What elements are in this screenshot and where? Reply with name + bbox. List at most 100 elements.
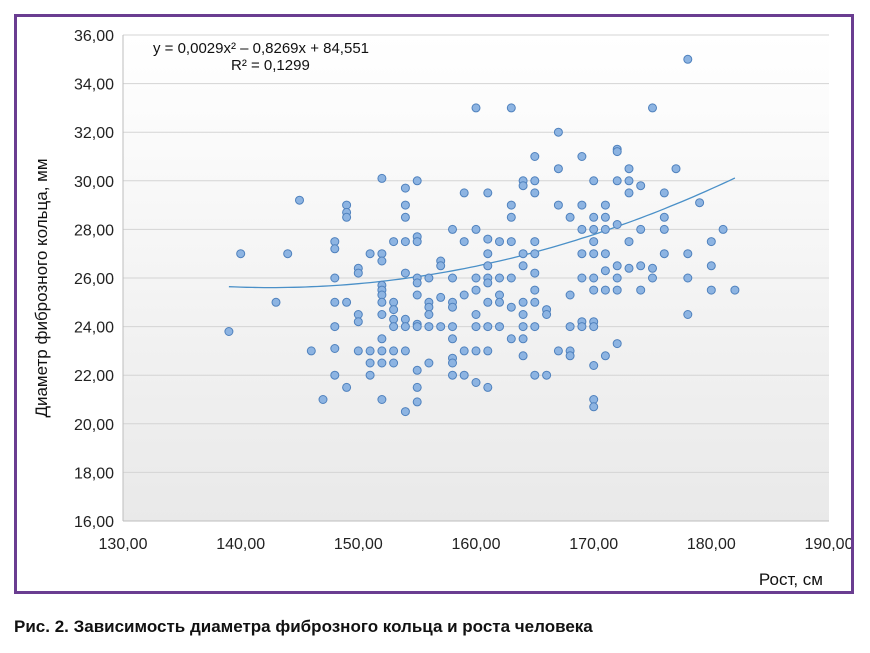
data-point: [436, 322, 446, 332]
data-point: [412, 365, 422, 375]
data-point: [342, 297, 352, 307]
data-point: [565, 322, 575, 332]
data-point: [483, 297, 493, 307]
data-point: [471, 224, 481, 234]
data-point: [471, 103, 481, 113]
r-squared-label: R² = 0,1299: [231, 57, 310, 74]
data-point: [448, 322, 457, 332]
y-tick-label: 22,00: [74, 368, 114, 385]
data-point: [400, 346, 410, 356]
data-point: [471, 273, 481, 283]
data-point: [577, 152, 587, 161]
data-point: [271, 297, 281, 307]
data-point: [448, 358, 457, 368]
data-point: [389, 237, 399, 247]
data-point: [353, 317, 363, 327]
data-point: [483, 278, 493, 288]
data-point: [471, 378, 481, 387]
data-point: [389, 346, 399, 356]
data-point: [706, 261, 716, 271]
data-point: [565, 212, 575, 222]
x-tick-label: 150,00: [334, 536, 383, 553]
data-point: [483, 382, 493, 392]
x-tick-label: 180,00: [687, 536, 736, 553]
data-point: [659, 188, 669, 198]
data-point: [600, 200, 610, 210]
x-tick-label: 170,00: [569, 536, 618, 553]
data-point: [636, 224, 646, 234]
data-point: [377, 310, 387, 319]
data-point: [624, 263, 634, 273]
data-point: [648, 263, 657, 273]
data-point: [600, 249, 610, 259]
y-axis-title: Диаметр фиброзного кольца, мм: [32, 158, 51, 417]
data-point: [530, 152, 540, 161]
data-point: [424, 358, 434, 368]
data-point: [400, 200, 410, 210]
data-point: [342, 212, 352, 222]
data-point: [377, 297, 387, 307]
y-tick-labels: 16,00 18,00 20,00 22,00 24,00 26,00 28,00 30,00…: [74, 28, 114, 531]
data-point: [612, 176, 622, 186]
data-point: [565, 351, 575, 361]
data-point: [389, 322, 399, 332]
data-point: [377, 346, 387, 356]
data-point: [236, 249, 246, 259]
y-tick-label: 20,00: [74, 417, 114, 434]
data-point: [224, 327, 234, 336]
y-tick-label: 32,00: [74, 125, 114, 142]
data-point: [400, 268, 410, 278]
data-point: [400, 237, 410, 247]
data-point: [589, 402, 599, 412]
y-tick-label: 28,00: [74, 222, 114, 239]
data-point: [659, 249, 669, 259]
data-point: [624, 237, 634, 247]
data-point: [577, 273, 587, 283]
data-point: [530, 268, 540, 278]
data-point: [518, 249, 528, 259]
data-point: [400, 407, 410, 417]
data-point: [389, 358, 399, 368]
x-tick-labels: 130,00 140,00 150,00 160,00 170,00 180,00 190,…: [99, 536, 851, 553]
data-point: [412, 237, 422, 247]
data-point: [553, 200, 563, 210]
data-point: [518, 351, 528, 361]
data-point: [553, 164, 563, 174]
data-point: [612, 147, 622, 157]
data-point: [365, 370, 375, 380]
data-point: [495, 297, 504, 307]
data-point: [424, 310, 434, 319]
data-point: [471, 322, 481, 332]
data-point: [589, 322, 599, 332]
data-point: [612, 339, 622, 349]
data-point: [530, 176, 540, 186]
data-point: [483, 346, 493, 356]
x-tick-label: 190,00: [805, 536, 851, 553]
data-point: [589, 249, 599, 259]
data-point: [412, 176, 422, 186]
data-point: [600, 351, 610, 361]
data-point: [330, 273, 340, 283]
data-point: [530, 370, 540, 380]
data-point: [671, 164, 681, 174]
data-point: [389, 305, 399, 315]
data-point: [683, 310, 693, 319]
data-point: [636, 181, 646, 191]
data-point: [600, 266, 610, 276]
data-point: [612, 285, 622, 295]
data-point: [330, 297, 340, 307]
data-point: [400, 212, 410, 222]
data-point: [330, 322, 340, 332]
data-point: [506, 237, 516, 247]
data-point: [330, 370, 340, 380]
data-point: [589, 273, 599, 283]
data-point: [518, 334, 528, 344]
data-point: [436, 292, 446, 302]
data-point: [295, 195, 304, 205]
data-point: [459, 370, 469, 380]
data-point: [506, 273, 516, 283]
data-point: [518, 261, 528, 271]
data-point: [459, 237, 469, 247]
data-point: [330, 244, 340, 254]
data-point: [600, 224, 610, 234]
